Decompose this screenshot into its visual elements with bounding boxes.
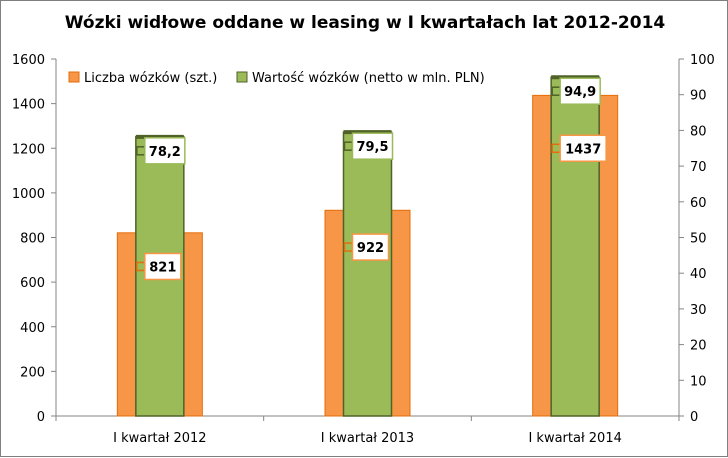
data-label-box-wartosc bbox=[559, 77, 601, 105]
y-left-tick-label: 1200 bbox=[12, 142, 45, 157]
chart-title: Wózki widłowe oddane w leasing w I kwart… bbox=[64, 13, 666, 33]
legend-label-liczba: Liczba wózków (szt.) bbox=[84, 71, 217, 86]
y-left-tick-label: 1600 bbox=[12, 53, 45, 68]
y-right-tick-label: 20 bbox=[690, 339, 707, 354]
y-right-tick-label: 40 bbox=[690, 267, 707, 282]
y-right-tick-label: 10 bbox=[690, 374, 707, 389]
y-left-tick-label: 800 bbox=[20, 232, 45, 247]
data-label-liczba: 922 bbox=[357, 241, 384, 256]
bar-wartosc-wozkow bbox=[550, 76, 600, 417]
y-left-tick-label: 200 bbox=[20, 365, 45, 380]
legend-swatch-liczba bbox=[68, 71, 80, 83]
data-label-wartosc: 78,2 bbox=[149, 145, 181, 160]
y-right-tick-label: 90 bbox=[690, 89, 707, 104]
data-label-liczba: 1437 bbox=[565, 142, 601, 157]
y-right-tick-label: 0 bbox=[690, 410, 698, 425]
y-left-tick-label: 1000 bbox=[12, 187, 45, 202]
y-left-tick-label: 400 bbox=[20, 321, 45, 336]
data-label-wartosc: 94,9 bbox=[564, 85, 596, 100]
y-right-tick-label: 60 bbox=[690, 196, 707, 211]
y-right-tick-label: 70 bbox=[690, 160, 707, 175]
y-right-tick-label: 100 bbox=[690, 53, 715, 68]
data-label-wartosc: 79,5 bbox=[356, 140, 388, 155]
x-category-label: I kwartał 2012 bbox=[113, 431, 206, 446]
y-right-tick-label: 30 bbox=[690, 303, 707, 318]
y-left-tick-label: 600 bbox=[20, 276, 45, 291]
data-label-box-liczba bbox=[351, 233, 390, 261]
y-left-tick-label: 0 bbox=[37, 410, 45, 425]
x-category-label: I kwartał 2013 bbox=[321, 431, 414, 446]
data-label-box-wartosc bbox=[351, 132, 394, 160]
data-label-box-liczba bbox=[144, 252, 182, 281]
data-label-liczba: 821 bbox=[149, 260, 176, 275]
data-label-box-liczba bbox=[559, 134, 607, 163]
y-right-tick-label: 80 bbox=[690, 124, 707, 139]
x-category-label: I kwartał 2014 bbox=[528, 431, 621, 446]
legend-swatch-wartosc bbox=[236, 71, 248, 83]
legend-label-wartosc: Wartość wózków (netto w mln. PLN) bbox=[252, 71, 485, 86]
y-left-tick-label: 1400 bbox=[12, 98, 45, 113]
data-label-box-wartosc bbox=[144, 137, 186, 165]
y-right-tick-label: 50 bbox=[690, 232, 707, 247]
bar-wartosc-wozkow bbox=[342, 131, 393, 417]
